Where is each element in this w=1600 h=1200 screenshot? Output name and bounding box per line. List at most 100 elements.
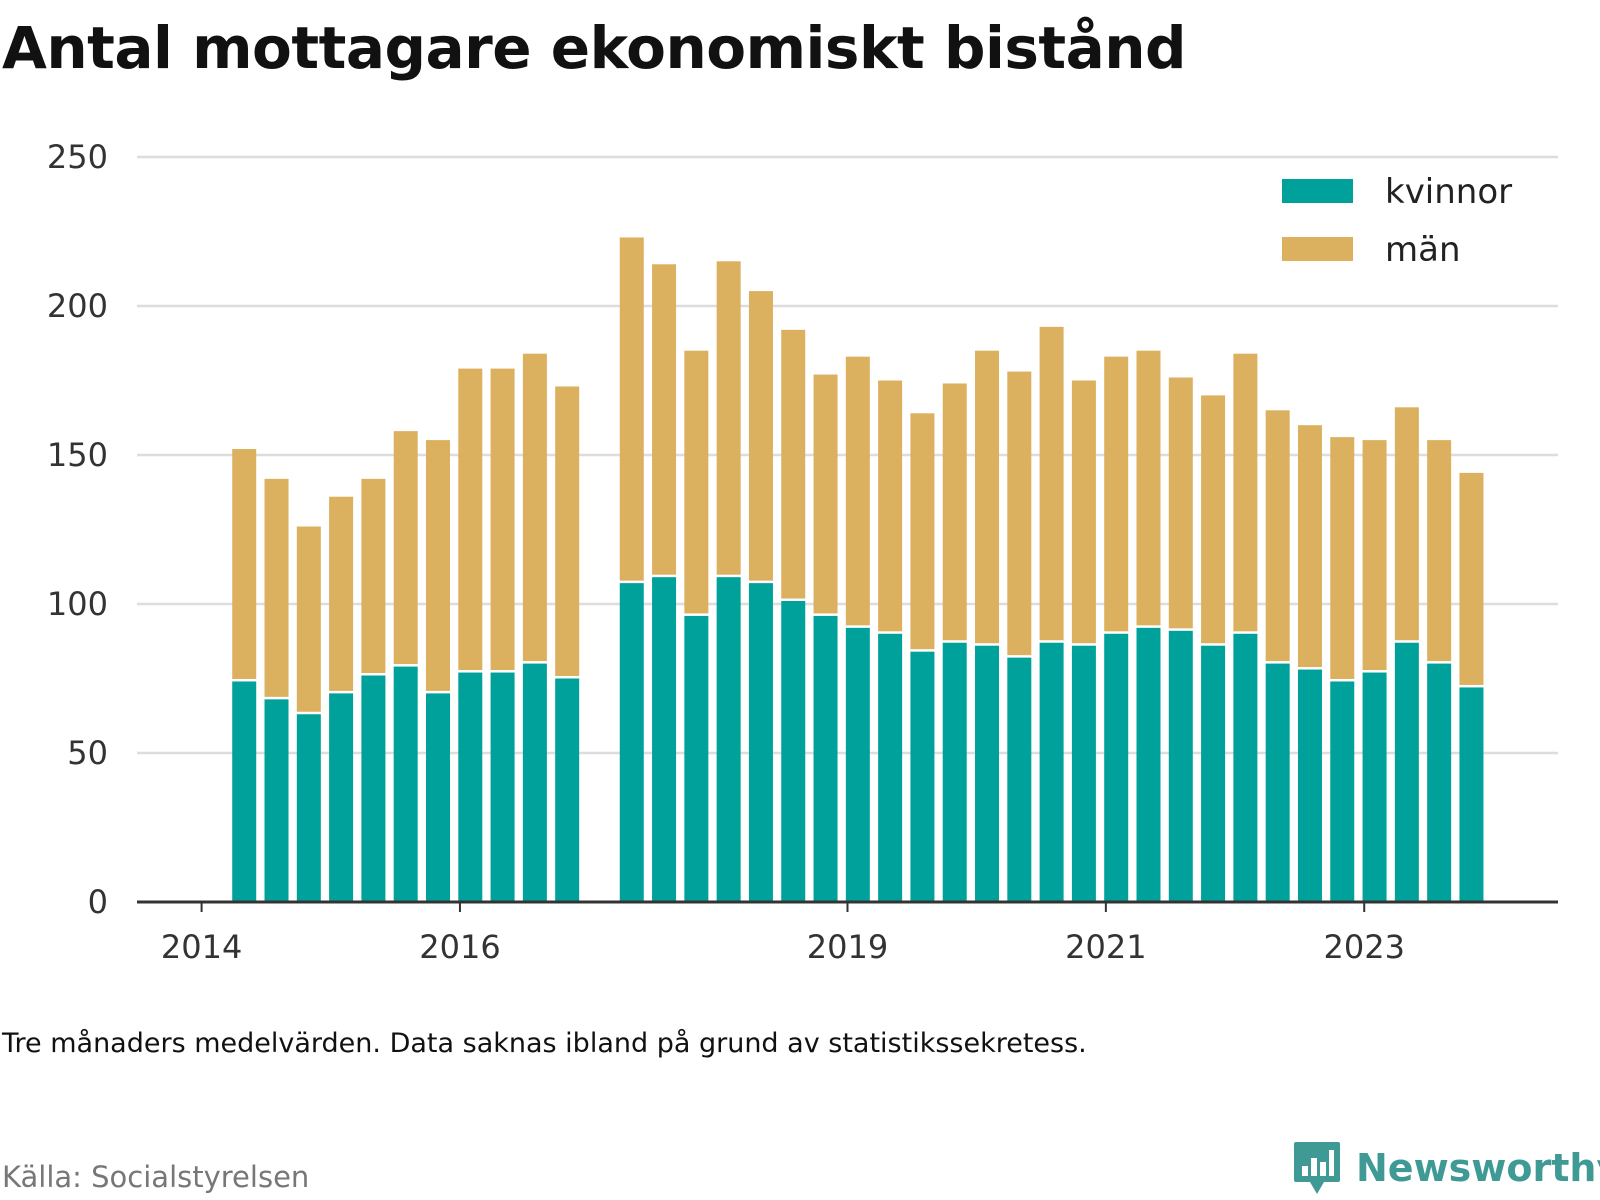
- bar-man: [522, 353, 547, 662]
- bar-chart: 0 50 100 150 200 250 2014 2016 2019 2021 2023 kvi…: [47, 138, 1558, 966]
- legend-swatch: [1282, 179, 1353, 203]
- bar-kvinnor: [490, 672, 515, 902]
- bar-man: [942, 383, 967, 641]
- bar-man: [1039, 326, 1064, 641]
- y-axis-ticks: 0 50 100 150 200 250: [47, 138, 108, 921]
- x-axis: 2014 2016 2019 2021 2023: [137, 900, 1558, 966]
- bar-man: [1265, 410, 1290, 662]
- bar-man: [232, 449, 257, 679]
- brand[interactable]: Newsworthy: [1292, 1140, 1600, 1196]
- bar-man: [393, 431, 418, 665]
- bar-man: [1330, 437, 1355, 679]
- bar-kvinnor: [1394, 642, 1419, 902]
- source-label: Källa: Socialstyrelsen: [2, 1160, 310, 1194]
- bar-man: [329, 496, 354, 691]
- bar-man: [1297, 425, 1322, 668]
- bar-man: [1362, 440, 1387, 671]
- legend-label: kvinnor: [1385, 172, 1512, 212]
- bar-man: [652, 264, 677, 575]
- bar-kvinnor: [1136, 627, 1161, 902]
- bar-kvinnor: [1071, 645, 1096, 902]
- y-tick-label: 200: [47, 287, 108, 325]
- bar-man: [264, 478, 289, 697]
- bar-man: [1071, 380, 1096, 644]
- bar-man: [1168, 377, 1193, 629]
- legend-label: män: [1385, 230, 1461, 270]
- bar-man: [1233, 353, 1258, 632]
- y-tick-label: 50: [67, 734, 108, 772]
- legend: kvinnor män: [1282, 172, 1512, 270]
- bar-kvinnor: [1233, 633, 1258, 902]
- bar-kvinnor: [1330, 681, 1355, 902]
- bar-kvinnor: [1362, 672, 1387, 902]
- bar-kvinnor: [1459, 687, 1484, 902]
- bar-man: [748, 291, 773, 581]
- bar-man: [296, 526, 321, 712]
- bar-kvinnor: [845, 627, 870, 902]
- bar-man: [361, 478, 386, 674]
- bar-kvinnor: [458, 672, 483, 902]
- bar-man: [1201, 395, 1226, 644]
- bar-man: [490, 368, 515, 671]
- bar-man: [619, 237, 644, 581]
- brand-name: Newsworthy: [1356, 1146, 1600, 1190]
- y-tick-label: 0: [88, 883, 108, 921]
- bar-kvinnor: [910, 651, 935, 902]
- bar-kvinnor: [555, 678, 580, 902]
- bar-kvinnor: [264, 699, 289, 902]
- bar-kvinnor: [1104, 633, 1129, 902]
- bar-kvinnor: [1201, 645, 1226, 902]
- bar-man: [1394, 407, 1419, 641]
- bar-man: [975, 350, 1000, 644]
- bar-kvinnor: [522, 663, 547, 902]
- bar-kvinnor: [813, 615, 838, 902]
- bar-man: [1459, 472, 1484, 685]
- y-tick-label: 100: [47, 585, 108, 623]
- bar-man: [878, 380, 903, 632]
- bar-kvinnor: [619, 583, 644, 902]
- x-tick-label: 2014: [161, 928, 242, 966]
- bar-kvinnor: [296, 714, 321, 902]
- bar-kvinnor: [329, 693, 354, 902]
- bar-kvinnor: [361, 675, 386, 902]
- bar-kvinnor: [1427, 663, 1452, 902]
- bar-man: [910, 413, 935, 650]
- x-tick-label: 2023: [1324, 928, 1405, 966]
- bar-kvinnor: [748, 583, 773, 902]
- bar-kvinnor: [716, 577, 741, 902]
- chart-title: Antal mottagare ekonomiskt bistånd: [2, 14, 1187, 82]
- x-tick-label: 2016: [419, 928, 500, 966]
- bar-man: [425, 440, 450, 691]
- bar-man: [1136, 350, 1161, 626]
- bar-man: [1427, 440, 1452, 662]
- bar-kvinnor: [1007, 657, 1032, 902]
- bar-kvinnor: [1168, 630, 1193, 902]
- bar-man: [781, 329, 806, 599]
- bar-man: [1104, 356, 1129, 632]
- y-tick-label: 250: [47, 138, 108, 176]
- x-tick-label: 2021: [1065, 928, 1146, 966]
- bar-kvinnor: [942, 642, 967, 902]
- bar-kvinnor: [425, 693, 450, 902]
- y-tick-label: 150: [47, 436, 108, 474]
- bar-kvinnor: [878, 633, 903, 902]
- bar-man: [716, 261, 741, 575]
- chart-note: Tre månaders medelvärden. Data saknas ib…: [2, 1028, 1087, 1059]
- bar-kvinnor: [652, 577, 677, 902]
- bar-kvinnor: [975, 645, 1000, 902]
- newsworthy-logo-icon: [1294, 1142, 1340, 1194]
- bar-kvinnor: [1039, 642, 1064, 902]
- bar-kvinnor: [781, 601, 806, 902]
- legend-swatch: [1282, 237, 1353, 261]
- bar-man: [458, 368, 483, 671]
- bar-kvinnor: [1265, 663, 1290, 902]
- bar-kvinnor: [1297, 669, 1322, 902]
- bar-man: [845, 356, 870, 626]
- bars: [232, 237, 1484, 902]
- x-tick-label: 2019: [807, 928, 888, 966]
- bar-man: [813, 374, 838, 614]
- bar-man: [555, 386, 580, 676]
- bar-kvinnor: [684, 615, 709, 902]
- bar-man: [684, 350, 709, 614]
- bar-kvinnor: [393, 666, 418, 902]
